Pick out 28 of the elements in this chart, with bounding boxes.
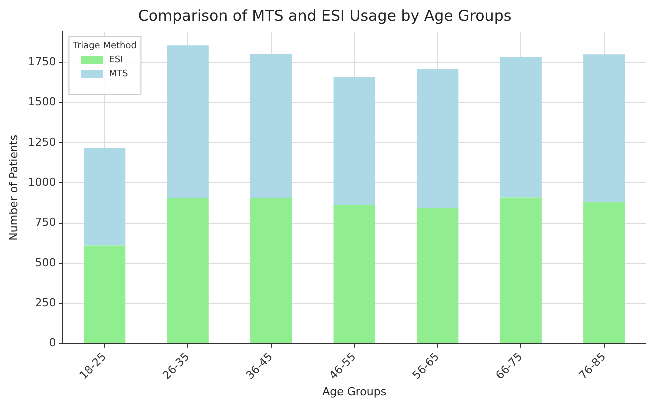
chart-title: Comparison of MTS and ESI Usage by Age Groups: [138, 6, 512, 25]
y-tick-label: 250: [35, 296, 56, 310]
x-axis-title: Age Groups: [322, 385, 387, 398]
bar: [84, 246, 126, 344]
y-tick-label: 1750: [28, 55, 56, 68]
bar: [167, 198, 209, 344]
y-tick-label: 500: [35, 256, 56, 270]
bar: [250, 198, 292, 344]
y-tick-label: 750: [35, 216, 56, 230]
bar: [417, 208, 459, 344]
bar: [167, 46, 209, 198]
y-tick-label: 1250: [28, 136, 56, 149]
y-tick-label: 1000: [28, 176, 56, 189]
legend-label: MTS: [109, 69, 128, 80]
y-tick-label: 0: [49, 336, 56, 350]
bar: [84, 148, 126, 246]
bar: [500, 198, 542, 344]
y-tick-label: 1500: [28, 96, 56, 109]
legend-title: Triage Method: [72, 41, 137, 52]
legend-label: ESI: [109, 55, 124, 66]
bar: [334, 77, 376, 206]
bar: [334, 205, 376, 344]
bar: [584, 202, 626, 344]
bar: [500, 57, 542, 198]
bar: [584, 54, 626, 202]
bar: [250, 54, 292, 198]
y-axis-title: Number of Patients: [7, 134, 20, 241]
bar: [417, 68, 459, 208]
